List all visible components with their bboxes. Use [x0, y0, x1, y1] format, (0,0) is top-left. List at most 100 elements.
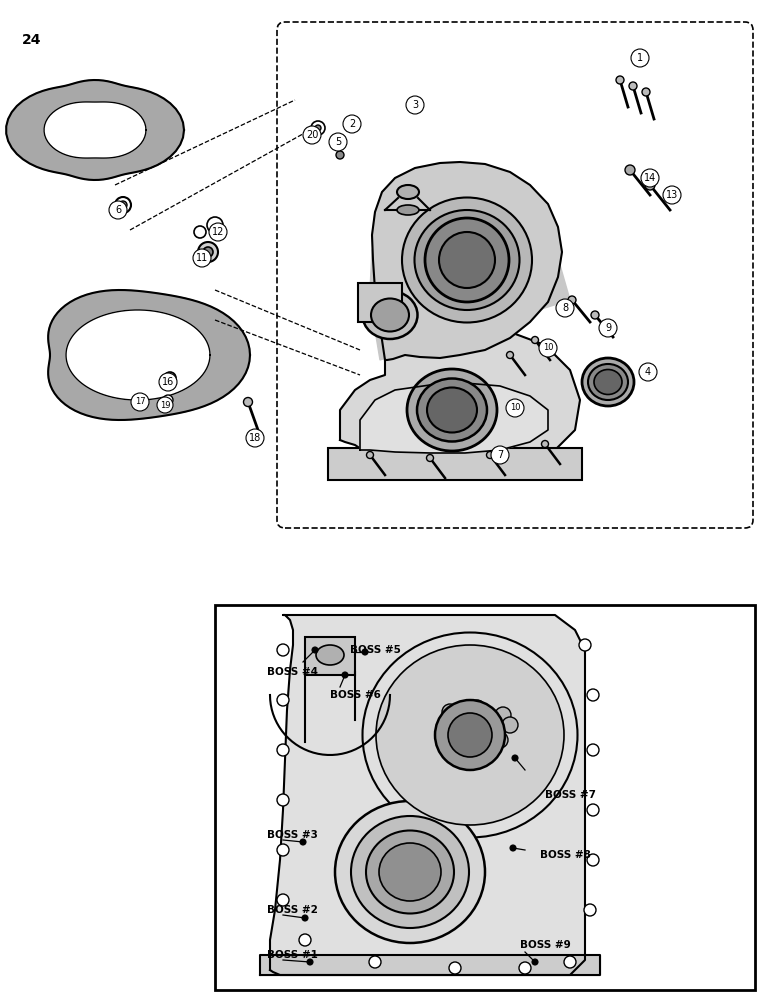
Ellipse shape: [376, 645, 564, 825]
Circle shape: [119, 201, 127, 209]
Circle shape: [425, 218, 509, 302]
Polygon shape: [44, 102, 146, 158]
Polygon shape: [372, 162, 562, 360]
Circle shape: [492, 732, 508, 748]
Text: BOSS #8: BOSS #8: [540, 850, 591, 860]
Circle shape: [109, 201, 127, 219]
Text: 5: 5: [335, 137, 341, 147]
Ellipse shape: [366, 830, 454, 914]
Circle shape: [532, 959, 538, 965]
Ellipse shape: [594, 369, 622, 394]
Circle shape: [246, 429, 264, 447]
Circle shape: [564, 956, 576, 968]
FancyBboxPatch shape: [328, 448, 582, 480]
Text: 18: 18: [249, 433, 261, 443]
Bar: [215, 605, 755, 990]
Ellipse shape: [427, 387, 477, 432]
Polygon shape: [48, 290, 250, 420]
Circle shape: [277, 794, 289, 806]
Ellipse shape: [582, 358, 634, 406]
Circle shape: [469, 700, 485, 716]
Circle shape: [502, 717, 518, 733]
Circle shape: [486, 452, 493, 458]
Circle shape: [587, 854, 599, 866]
Circle shape: [303, 126, 321, 144]
Circle shape: [209, 223, 227, 241]
Circle shape: [277, 894, 289, 906]
Circle shape: [447, 734, 463, 750]
Circle shape: [336, 151, 344, 159]
Circle shape: [299, 934, 311, 946]
Circle shape: [207, 217, 223, 233]
Polygon shape: [360, 383, 548, 453]
Circle shape: [625, 165, 635, 175]
Circle shape: [442, 704, 458, 720]
Text: 24: 24: [22, 33, 42, 47]
Ellipse shape: [397, 185, 419, 199]
Text: BOSS #7: BOSS #7: [545, 790, 596, 800]
Polygon shape: [66, 310, 210, 400]
Circle shape: [587, 744, 599, 756]
Circle shape: [506, 399, 524, 417]
Circle shape: [115, 197, 131, 213]
Ellipse shape: [335, 801, 485, 943]
Text: BOSS #5: BOSS #5: [350, 645, 401, 655]
Circle shape: [491, 446, 509, 464]
Text: 6: 6: [115, 205, 121, 215]
FancyBboxPatch shape: [358, 283, 402, 322]
Circle shape: [641, 169, 659, 187]
Circle shape: [277, 844, 289, 856]
Circle shape: [599, 319, 617, 337]
Circle shape: [591, 311, 599, 319]
Circle shape: [568, 296, 576, 304]
Circle shape: [362, 649, 368, 655]
FancyBboxPatch shape: [277, 22, 753, 528]
Text: BOSS #6: BOSS #6: [330, 690, 381, 700]
Circle shape: [329, 133, 347, 151]
Circle shape: [406, 96, 424, 114]
Text: 17: 17: [134, 397, 145, 406]
Polygon shape: [6, 80, 184, 180]
Circle shape: [194, 226, 206, 238]
Circle shape: [435, 700, 505, 770]
Circle shape: [519, 962, 531, 974]
Polygon shape: [370, 180, 570, 360]
Circle shape: [277, 694, 289, 706]
Circle shape: [311, 121, 325, 135]
Circle shape: [556, 299, 574, 317]
Text: BOSS #2: BOSS #2: [267, 905, 318, 915]
Text: 10: 10: [510, 403, 520, 412]
Circle shape: [315, 125, 321, 131]
Circle shape: [587, 804, 599, 816]
Circle shape: [343, 115, 361, 133]
Text: 20: 20: [306, 130, 318, 140]
Circle shape: [531, 336, 539, 344]
Circle shape: [342, 672, 348, 678]
Circle shape: [506, 352, 513, 359]
Text: 1: 1: [637, 53, 643, 63]
Text: 11: 11: [196, 253, 208, 263]
Circle shape: [512, 755, 518, 761]
Circle shape: [307, 959, 313, 965]
Ellipse shape: [379, 843, 441, 901]
Text: BOSS #9: BOSS #9: [520, 940, 571, 950]
Ellipse shape: [397, 205, 419, 215]
Circle shape: [157, 397, 173, 413]
Circle shape: [639, 363, 657, 381]
Circle shape: [541, 440, 548, 448]
Bar: [305, 637, 355, 675]
Circle shape: [300, 839, 306, 845]
Circle shape: [495, 707, 511, 723]
Circle shape: [426, 454, 434, 462]
Polygon shape: [260, 955, 600, 975]
Circle shape: [367, 452, 374, 458]
Text: 2: 2: [349, 119, 355, 129]
Circle shape: [159, 373, 177, 391]
Circle shape: [482, 720, 498, 736]
Circle shape: [243, 397, 252, 406]
Text: 3: 3: [412, 100, 418, 110]
Ellipse shape: [415, 210, 520, 310]
Ellipse shape: [371, 298, 409, 332]
Circle shape: [163, 395, 173, 405]
Text: 4: 4: [645, 367, 651, 377]
